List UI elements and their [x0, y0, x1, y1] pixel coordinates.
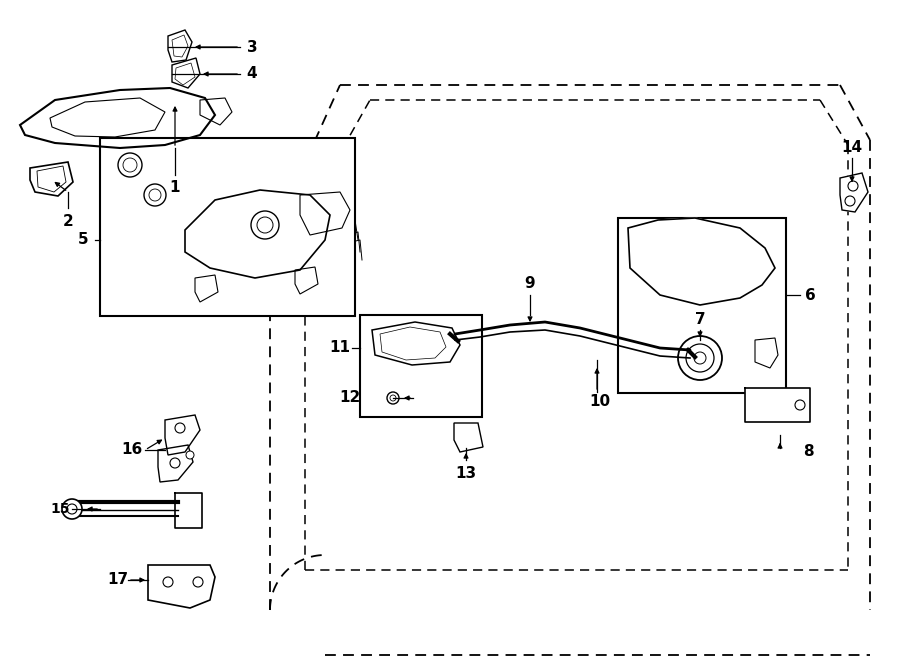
Text: 2: 2: [63, 215, 74, 229]
Circle shape: [193, 577, 203, 587]
Circle shape: [175, 423, 185, 433]
Polygon shape: [295, 267, 318, 294]
Circle shape: [387, 392, 399, 404]
Polygon shape: [175, 493, 202, 528]
Circle shape: [118, 153, 142, 177]
Text: 8: 8: [803, 444, 814, 459]
Text: 7: 7: [695, 313, 706, 327]
Text: 5: 5: [77, 233, 88, 247]
Polygon shape: [165, 415, 200, 455]
Text: 17: 17: [107, 572, 129, 588]
Polygon shape: [628, 218, 775, 305]
Circle shape: [186, 451, 194, 459]
Circle shape: [848, 181, 858, 191]
Polygon shape: [20, 88, 215, 148]
Text: 6: 6: [805, 288, 815, 303]
Circle shape: [62, 499, 82, 519]
Text: 10: 10: [590, 395, 610, 410]
Polygon shape: [454, 423, 483, 452]
Circle shape: [845, 196, 855, 206]
Bar: [360, 315, 482, 417]
Polygon shape: [195, 275, 218, 302]
Text: 16: 16: [122, 442, 142, 457]
Text: 9: 9: [525, 276, 535, 290]
Polygon shape: [30, 162, 73, 196]
Polygon shape: [300, 192, 350, 235]
Bar: [100, 138, 355, 316]
Circle shape: [251, 211, 279, 239]
Polygon shape: [745, 388, 810, 422]
Text: 12: 12: [339, 391, 361, 405]
Circle shape: [170, 458, 180, 468]
Polygon shape: [372, 322, 460, 365]
Text: 3: 3: [247, 40, 257, 54]
Polygon shape: [148, 565, 215, 608]
Text: 11: 11: [329, 340, 350, 356]
Text: 14: 14: [842, 141, 862, 155]
Polygon shape: [168, 30, 192, 62]
Bar: [618, 218, 786, 393]
Polygon shape: [840, 173, 868, 212]
Polygon shape: [158, 445, 193, 482]
Circle shape: [163, 577, 173, 587]
Text: 1: 1: [170, 180, 180, 196]
Text: 13: 13: [455, 465, 477, 481]
Circle shape: [144, 184, 166, 206]
Text: 4: 4: [247, 67, 257, 81]
Polygon shape: [185, 190, 330, 278]
Text: 15: 15: [50, 502, 70, 516]
Polygon shape: [172, 58, 200, 88]
Circle shape: [795, 400, 805, 410]
Polygon shape: [755, 338, 778, 368]
Polygon shape: [200, 98, 232, 125]
Circle shape: [678, 336, 722, 380]
